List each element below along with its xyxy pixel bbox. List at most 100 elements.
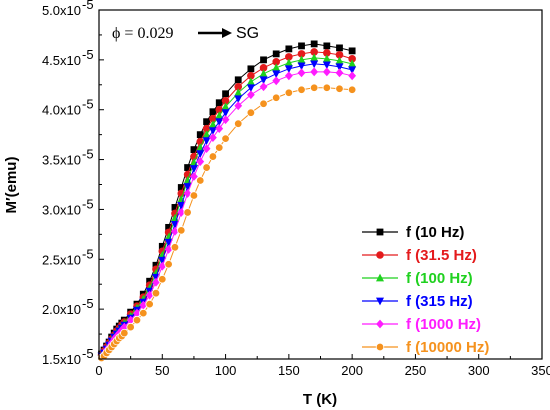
data-point (164, 232, 173, 241)
data-point (202, 163, 211, 172)
data-point (272, 63, 281, 72)
data-point (202, 137, 211, 146)
data-point (335, 63, 344, 72)
data-point (322, 61, 331, 70)
y-tick-label: 4.0x10 (42, 103, 81, 118)
data-point (151, 273, 160, 282)
data-point (297, 55, 306, 64)
legend-marker (376, 319, 384, 329)
data-point (158, 242, 166, 250)
data-point (322, 83, 332, 92)
annotation: ϕ = 0.029 SG (112, 25, 259, 42)
data-point (177, 208, 186, 217)
data-point (234, 88, 243, 97)
data-point (215, 111, 224, 120)
data-point (158, 256, 167, 265)
data-point (246, 84, 255, 93)
x-tick-label: 50 (155, 363, 169, 378)
data-point (202, 130, 211, 139)
y-tick-exponent: -5 (82, 97, 94, 112)
y-axis-title: M′(emu) (3, 157, 20, 214)
data-point (202, 144, 211, 154)
legend-marker (375, 342, 385, 352)
data-point (284, 88, 294, 97)
data-point (247, 65, 255, 73)
data-point (335, 56, 344, 65)
data-point (145, 290, 154, 300)
plot-lines (97, 40, 357, 363)
x-tick-label: 300 (468, 363, 490, 378)
data-point (297, 50, 306, 58)
data-point (177, 226, 186, 235)
y-tick-mantissa: 5.0x10 (42, 3, 81, 18)
data-point (272, 70, 281, 79)
data-point (152, 277, 160, 287)
data-point (285, 53, 293, 61)
data-point (347, 85, 357, 94)
data-point (348, 59, 357, 68)
data-point (310, 67, 319, 77)
data-point (152, 261, 160, 269)
data-point (139, 308, 148, 318)
x-tick-label: 150 (278, 363, 300, 378)
legend-marker (376, 273, 384, 282)
x-tick-label: 200 (341, 363, 363, 378)
legend-item: f (315 Hz) (362, 293, 473, 310)
y-tick-exponent: -5 (82, 296, 94, 311)
data-point (259, 69, 268, 78)
y-tick-label: 2.0x10 (42, 302, 81, 317)
data-point (348, 71, 357, 81)
legend-label: f (315 Hz) (406, 293, 473, 310)
data-point (234, 119, 243, 128)
data-point (183, 183, 192, 191)
y-tick-mantissa: 3.0x10 (42, 202, 81, 217)
data-point (234, 82, 243, 91)
y-tick-exponent: -5 (82, 47, 94, 62)
data-point (298, 42, 305, 50)
data-point (120, 328, 129, 338)
data-point (259, 82, 268, 92)
data-point (272, 50, 280, 58)
y-tick-label: 2.5x10 (42, 252, 81, 267)
data-point (222, 90, 229, 98)
data-point (189, 191, 199, 200)
data-point (247, 72, 255, 80)
plot-frame (98, 9, 543, 360)
legend-label: f (10000 Hz) (406, 339, 489, 356)
data-point (272, 76, 281, 86)
data-point (164, 238, 173, 247)
data-point (177, 189, 186, 198)
y-tick-label: 1.5x10 (42, 352, 81, 367)
data-point (165, 223, 173, 231)
data-point (260, 56, 267, 64)
data-point (284, 71, 293, 81)
data-point (310, 40, 318, 48)
data-point (221, 96, 230, 105)
data-point (272, 93, 281, 102)
data-point (221, 102, 230, 111)
data-point (234, 76, 242, 84)
legend-label: f (31.5 Hz) (406, 247, 477, 264)
data-point (158, 261, 167, 271)
data-point (234, 101, 243, 111)
data-point (189, 165, 198, 173)
data-point (323, 42, 331, 50)
legend-label: f (1000 Hz) (406, 316, 481, 333)
data-point (246, 108, 256, 117)
data-point (335, 68, 344, 78)
data-point (158, 275, 167, 284)
data-point (348, 47, 356, 55)
y-tick-mantissa: 3.5x10 (42, 153, 81, 168)
legend-item: f (10 Hz) (362, 224, 464, 241)
data-point (120, 322, 129, 332)
data-point (145, 299, 154, 309)
data-point (203, 118, 210, 126)
data-point (196, 131, 204, 139)
y-tick-mantissa: 4.0x10 (42, 103, 81, 118)
legend-label: f (10 Hz) (406, 224, 464, 241)
data-point (151, 288, 161, 298)
y-tick-label: 5.0x10 (42, 3, 81, 18)
data-point (170, 220, 179, 229)
